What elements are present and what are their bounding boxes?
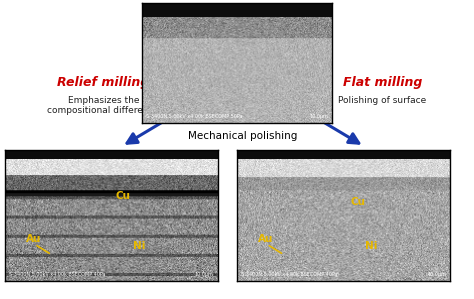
Text: Ni: Ni xyxy=(133,242,145,251)
Text: Relief milling: Relief milling xyxy=(57,76,149,89)
Text: Cu: Cu xyxy=(350,197,365,207)
Text: Au: Au xyxy=(258,234,273,244)
Text: Ni: Ni xyxy=(365,242,377,251)
Text: Emphasizes the
compositional difference: Emphasizes the compositional difference xyxy=(47,96,159,115)
Text: S-3400N 5.00kV x4.00k BSECOMP 40Pa: S-3400N 5.00kV x4.00k BSECOMP 40Pa xyxy=(241,272,338,277)
Text: Beam irradiation angle 80°: Beam irradiation angle 80° xyxy=(255,251,396,262)
Text: Polishing of surface: Polishing of surface xyxy=(338,96,427,105)
Text: Beam irradiation angle 30°: Beam irradiation angle 30° xyxy=(73,251,214,262)
Text: Mechanical polishing: Mechanical polishing xyxy=(188,132,298,141)
Text: Flat milling: Flat milling xyxy=(343,76,422,89)
Text: 10.0μm: 10.0μm xyxy=(427,272,446,277)
Text: 10.0μm: 10.0μm xyxy=(309,114,328,119)
Text: S-3400N 5.00kV x4.00k BSECOMP 40Pa: S-3400N 5.00kV x4.00k BSECOMP 40Pa xyxy=(9,272,106,277)
Text: Cu: Cu xyxy=(116,191,131,202)
Text: S-3400N 5.00kV x4.00k BSECOMP 50Pa: S-3400N 5.00kV x4.00k BSECOMP 50Pa xyxy=(146,114,243,119)
Text: 10.0μm: 10.0μm xyxy=(195,272,214,277)
Text: Au: Au xyxy=(26,234,41,244)
